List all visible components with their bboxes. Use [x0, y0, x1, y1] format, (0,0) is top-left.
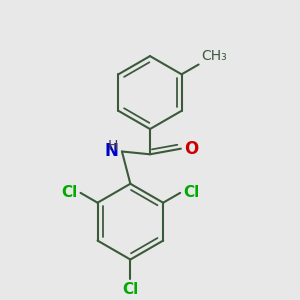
Text: O: O — [184, 140, 199, 158]
Text: CH₃: CH₃ — [201, 49, 226, 63]
Text: H: H — [108, 140, 118, 153]
Text: Cl: Cl — [183, 185, 199, 200]
Text: N: N — [105, 142, 118, 160]
Text: Cl: Cl — [122, 282, 139, 297]
Text: Cl: Cl — [61, 185, 78, 200]
